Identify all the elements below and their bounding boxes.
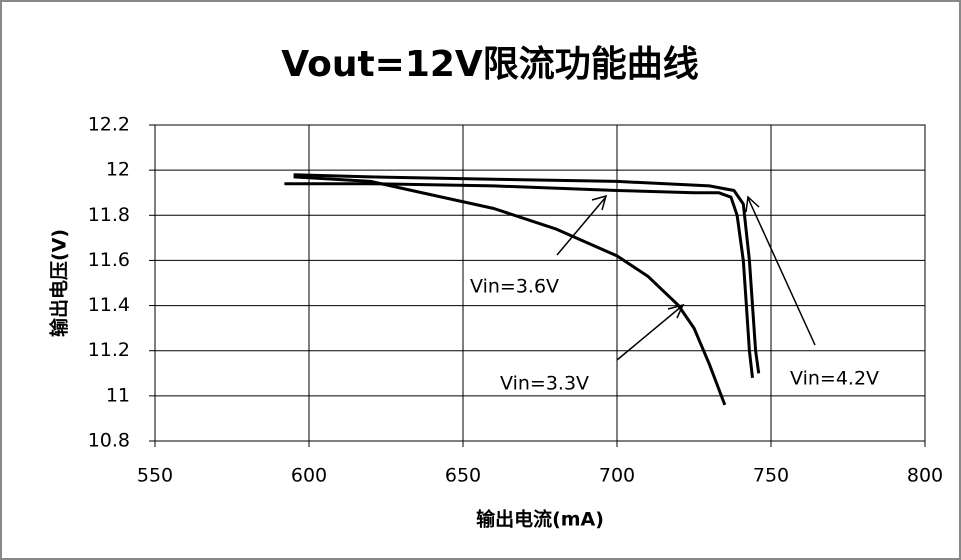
series-label: Vin=4.2V bbox=[790, 368, 879, 390]
x-tick-label: 550 bbox=[137, 465, 173, 487]
y-axis-label: 输出电压(V) bbox=[48, 229, 71, 337]
arrow bbox=[747, 197, 816, 346]
y-tick-label: 10.8 bbox=[88, 430, 130, 452]
y-tick-label: 11 bbox=[106, 384, 130, 406]
series-line bbox=[284, 182, 754, 378]
arrow bbox=[556, 197, 606, 256]
x-tick-label: 700 bbox=[599, 465, 635, 487]
arrowhead bbox=[591, 194, 608, 211]
x-tick-label: 600 bbox=[291, 465, 327, 487]
x-tick-label: 800 bbox=[907, 465, 943, 487]
arrowhead bbox=[745, 195, 760, 213]
series-label: Vin=3.6V bbox=[470, 276, 559, 298]
y-tick-label: 12 bbox=[106, 159, 130, 181]
chart-title: Vout=12V限流功能曲线 bbox=[281, 44, 699, 85]
y-tick-label: 11.8 bbox=[88, 204, 130, 226]
y-tick-label: 11.2 bbox=[88, 339, 130, 361]
y-tick-label: 12.2 bbox=[88, 114, 130, 136]
y-tick-label: 11.4 bbox=[88, 294, 130, 316]
series-line bbox=[293, 173, 761, 374]
x-tick-label: 750 bbox=[753, 465, 789, 487]
x-axis-label: 输出电流(mA) bbox=[476, 508, 604, 531]
series-line bbox=[293, 175, 727, 406]
y-tick-label: 11.6 bbox=[88, 249, 130, 271]
series-label: Vin=3.3V bbox=[500, 373, 589, 395]
arrowhead bbox=[667, 303, 685, 319]
x-tick-label: 650 bbox=[445, 465, 481, 487]
